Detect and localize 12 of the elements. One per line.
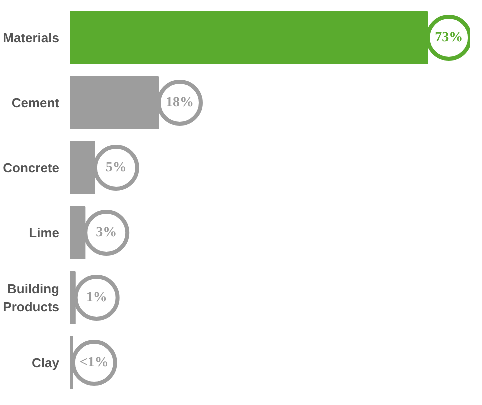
data-label: <1% (80, 356, 109, 370)
y-tick-label: Materials (3, 30, 60, 46)
data-label: 73% (435, 30, 464, 46)
y-tick-label: Cement (12, 96, 60, 110)
y-tick-label: Lime (29, 226, 60, 240)
data-label: 18% (166, 96, 194, 110)
data-label: 1% (86, 290, 108, 306)
y-tick-label: Concrete (3, 160, 60, 176)
y-tick-label: Building Products (3, 282, 60, 314)
data-label: 5% (106, 160, 127, 176)
data-label: 3% (96, 226, 118, 240)
y-tick-label: Clay (32, 356, 60, 370)
